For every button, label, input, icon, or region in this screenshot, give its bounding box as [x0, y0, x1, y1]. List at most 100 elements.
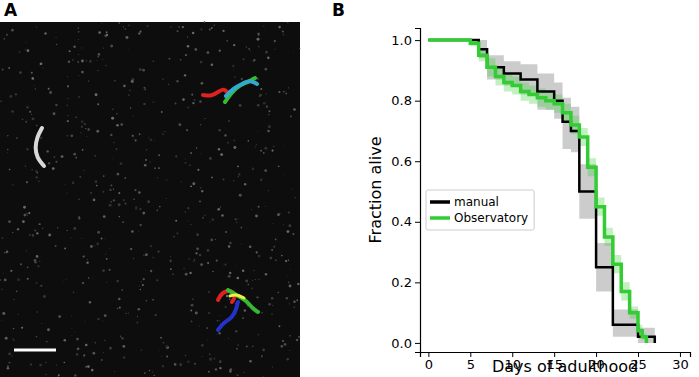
- speckle: [236, 73, 238, 75]
- speckle: [237, 218, 239, 220]
- speckle: [293, 51, 295, 53]
- speckle: [77, 31, 79, 33]
- speckle: [139, 208, 141, 210]
- speckle: [94, 245, 96, 247]
- speckle: [152, 299, 154, 301]
- speckle: [175, 220, 177, 222]
- speckle: [134, 189, 136, 191]
- speckle: [12, 355, 13, 356]
- speckle: [194, 259, 195, 260]
- speckle: [170, 27, 171, 28]
- speckle: [142, 284, 144, 286]
- speckle: [159, 206, 161, 208]
- speckle: [110, 134, 112, 136]
- speckle: [124, 177, 126, 179]
- speckle: [4, 279, 7, 282]
- speckle: [1, 289, 2, 290]
- speckle: [192, 298, 193, 299]
- speckle: [103, 215, 106, 218]
- speckle: [225, 264, 227, 266]
- speckle: [111, 117, 114, 120]
- speckle: [25, 49, 26, 50]
- speckle: [195, 312, 198, 315]
- speckle: [71, 334, 73, 336]
- speckle: [215, 239, 216, 240]
- speckle: [97, 318, 99, 320]
- speckle: [116, 148, 118, 150]
- speckle: [37, 172, 39, 174]
- speckle: [161, 111, 163, 113]
- speckle: [208, 312, 210, 314]
- speckle: [293, 300, 296, 303]
- speckle: [55, 104, 58, 107]
- speckle: [31, 77, 34, 80]
- speckle: [142, 212, 145, 215]
- speckle: [217, 208, 220, 211]
- speckle: [6, 34, 8, 36]
- speckle: [38, 180, 39, 181]
- speckle: [121, 337, 124, 340]
- speckle: [242, 270, 244, 272]
- speckle: [21, 327, 23, 329]
- speckle: [283, 224, 284, 225]
- speckle: [229, 370, 232, 373]
- speckle: [192, 32, 195, 35]
- speckle: [25, 121, 27, 123]
- speckle: [80, 132, 82, 134]
- speckle: [110, 201, 112, 203]
- speckle: [67, 105, 68, 106]
- speckle: [144, 164, 147, 167]
- speckle: [237, 344, 238, 345]
- speckle: [263, 26, 265, 28]
- speckle: [145, 159, 147, 161]
- legend-label: Observatory: [454, 211, 528, 225]
- speckle: [142, 214, 144, 216]
- speckle: [260, 150, 262, 152]
- speckle: [157, 177, 159, 179]
- speckle: [268, 114, 269, 115]
- speckle: [83, 354, 85, 356]
- tick: 30: [672, 352, 689, 372]
- speckle: [199, 254, 202, 257]
- tick-label: 0.6: [391, 154, 412, 169]
- speckle: [191, 94, 193, 96]
- speckle: [96, 59, 98, 61]
- speckle: [166, 179, 167, 180]
- speckle: [45, 374, 47, 376]
- tick: 1.0: [391, 33, 420, 48]
- speckle: [87, 128, 90, 131]
- speckle: [154, 375, 156, 377]
- speckle: [103, 352, 105, 354]
- speckle: [79, 176, 81, 178]
- speckle: [36, 125, 37, 126]
- tick: 0.4: [391, 214, 420, 229]
- speckle: [190, 152, 192, 154]
- speckle: [101, 23, 103, 25]
- speckle: [103, 175, 105, 177]
- speckle: [37, 311, 39, 313]
- speckle: [118, 192, 120, 194]
- speckle: [172, 274, 173, 275]
- speckle: [120, 162, 123, 165]
- speckle: [243, 372, 244, 373]
- speckle: [200, 61, 203, 64]
- speckle: [207, 249, 210, 252]
- speckle: [204, 21, 206, 23]
- speckle: [201, 82, 204, 85]
- speckle: [67, 115, 69, 117]
- speckle: [246, 346, 248, 348]
- legend: manualObservatory: [426, 190, 534, 230]
- speckle: [98, 56, 99, 57]
- speckle: [181, 181, 182, 182]
- speckle: [29, 111, 31, 113]
- speckle: [2, 69, 4, 71]
- speckle: [263, 152, 265, 154]
- speckle: [175, 155, 177, 157]
- speckle: [225, 306, 227, 308]
- speckle: [183, 268, 185, 270]
- speckle: [261, 312, 262, 313]
- speckle: [27, 266, 29, 268]
- speckle: [58, 315, 61, 318]
- speckle: [157, 210, 158, 211]
- speckle: [206, 327, 208, 329]
